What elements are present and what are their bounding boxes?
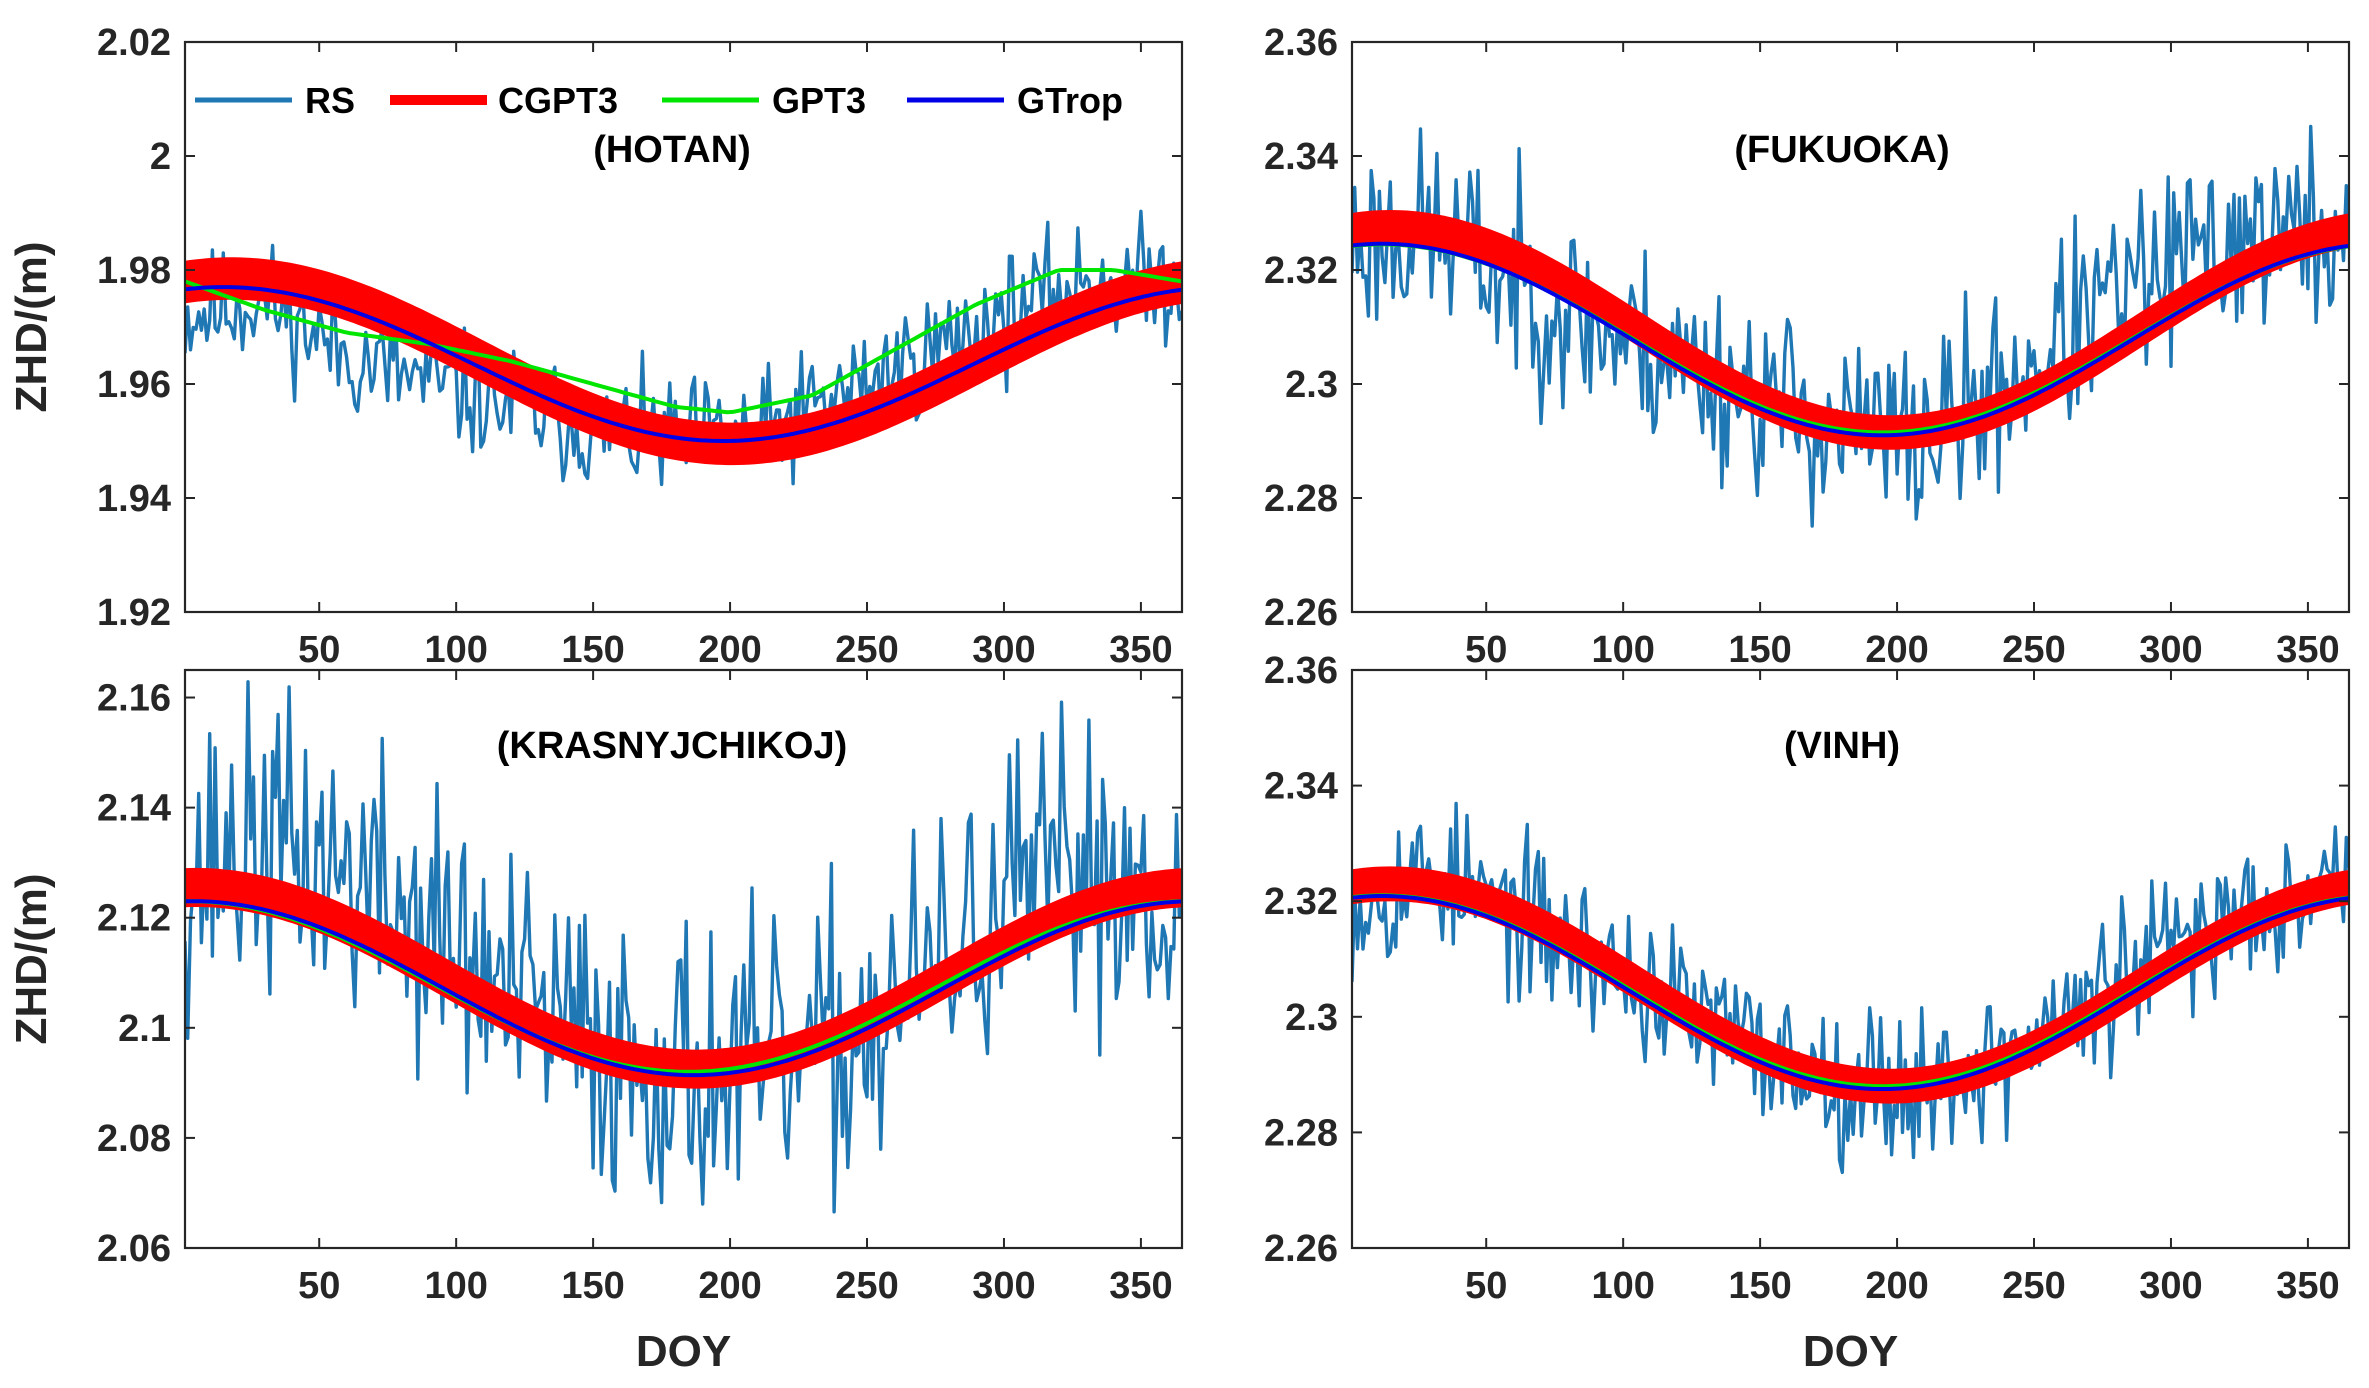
y-tick-label: 2.26 (1264, 592, 1338, 634)
y-tick-label: 1.98 (97, 250, 171, 292)
x-tick-label: 300 (2139, 1265, 2202, 1307)
x-tick-label: 250 (835, 1265, 898, 1307)
series-rs (1352, 124, 2349, 528)
y-tick-label: 1.94 (97, 478, 171, 520)
x-tick-label: 150 (561, 629, 624, 671)
series-rs (1352, 801, 2349, 1175)
y-tick-label: 2.32 (1264, 881, 1338, 923)
y-tick-label: 2.26 (1264, 1228, 1338, 1270)
series-gtrop (185, 285, 1182, 443)
series-cgpt3 (185, 867, 1182, 1089)
legend-label-gtrop: GTrop (1017, 80, 1123, 121)
x-tick-label: 350 (2276, 1265, 2339, 1307)
x-tick-label: 100 (1591, 629, 1654, 671)
panel-title: (KRASNYJCHIKOJ) (497, 725, 847, 767)
y-tick-label: 2.12 (97, 898, 171, 940)
x-tick-label: 200 (698, 1265, 761, 1307)
series-gtrop (1352, 894, 2349, 1091)
x-tick-label: 50 (1465, 1265, 1507, 1307)
y-tick-label: 2.16 (97, 678, 171, 720)
x-axis-label: DOY (636, 1327, 731, 1376)
series-cgpt3 (1352, 866, 2349, 1104)
y-tick-label: 2.02 (97, 22, 171, 64)
panel-2: 50 100 150 200 250 300 350 2.26 2.28 2.3 2.32 2.34 2… (1264, 22, 2351, 671)
y-tick-label: 2.3 (1285, 364, 1338, 406)
plot-area (185, 680, 1182, 1214)
axes-box (183, 668, 1184, 1250)
x-tick-label: 50 (298, 629, 340, 671)
y-tick-label: 2.08 (97, 1118, 171, 1160)
x-tick-label: 200 (1865, 629, 1928, 671)
plot-area (185, 209, 1182, 487)
x-axis-label: DOY (1803, 1327, 1898, 1376)
panel-3: 50 100 150 200 250 300 350 2.06 2.08 2.1 2.12 2.14 2… (7, 668, 1184, 1376)
y-tick-label: 2.14 (97, 788, 171, 830)
x-tick-label: 300 (972, 1265, 1035, 1307)
x-tick-label: 250 (835, 629, 898, 671)
panel-title: (HOTAN) (593, 129, 751, 171)
panel-title: (VINH) (1784, 725, 1900, 767)
y-tick-label: 1.96 (97, 364, 171, 406)
y-tick-label: 2.36 (1264, 650, 1338, 692)
series-gpt3 (185, 268, 1182, 415)
axes-box (1350, 40, 2351, 614)
x-tick-label: 150 (561, 1265, 624, 1307)
legend: RS CGPT3 GPT3 GTrop (195, 80, 1123, 121)
y-tick-label: 1.92 (97, 592, 171, 634)
legend-label-cgpt3: CGPT3 (498, 80, 618, 121)
x-tick-label: 350 (1109, 629, 1172, 671)
y-tick-label: 2.34 (1264, 136, 1338, 178)
x-tick-label: 200 (1865, 1265, 1928, 1307)
panel-1: 50 100 150 200 250 300 350 1.92 1.94 1.96 1.98 2 2.0… (7, 22, 1184, 671)
x-tick-label: 300 (2139, 629, 2202, 671)
x-tick-label: 150 (1728, 1265, 1791, 1307)
series-gtrop (185, 899, 1182, 1078)
series-gtrop (1352, 241, 2349, 438)
axes-box (183, 40, 1184, 614)
x-tick-label: 150 (1728, 629, 1791, 671)
x-tick-label: 300 (972, 629, 1035, 671)
y-tick-label: 2.32 (1264, 250, 1338, 292)
y-tick-label: 2.34 (1264, 766, 1338, 808)
y-tick-label: 2.36 (1264, 22, 1338, 64)
y-axis-label: ZHD/(m) (7, 873, 56, 1044)
x-tick-label: 100 (424, 1265, 487, 1307)
x-tick-label: 350 (1109, 1265, 1172, 1307)
legend-label-gpt3: GPT3 (772, 80, 866, 121)
plot-area (1352, 801, 2349, 1175)
x-tick-label: 250 (2002, 1265, 2065, 1307)
y-tick-label: 2 (150, 136, 171, 178)
x-tick-label: 100 (424, 629, 487, 671)
panel-title: (FUKUOKA) (1734, 129, 1949, 171)
y-tick-label: 2.28 (1264, 478, 1338, 520)
legend-label-rs: RS (305, 80, 355, 121)
x-tick-label: 250 (2002, 629, 2065, 671)
x-tick-label: 50 (298, 1265, 340, 1307)
axes-box (1350, 668, 2351, 1250)
plot-area (1352, 124, 2349, 528)
panel-4: 50 100 150 200 250 300 350 2.26 2.28 2.3 2.32 2.34 2… (1264, 650, 2351, 1376)
x-tick-label: 350 (2276, 629, 2339, 671)
y-tick-label: 2.1 (118, 1008, 171, 1050)
y-axis-label: ZHD/(m) (7, 241, 56, 412)
x-tick-label: 50 (1465, 629, 1507, 671)
x-tick-label: 200 (698, 629, 761, 671)
x-tick-label: 100 (1591, 1265, 1654, 1307)
y-tick-label: 2.06 (97, 1228, 171, 1270)
y-tick-label: 2.28 (1264, 1112, 1338, 1154)
y-tick-label: 2.3 (1285, 997, 1338, 1039)
